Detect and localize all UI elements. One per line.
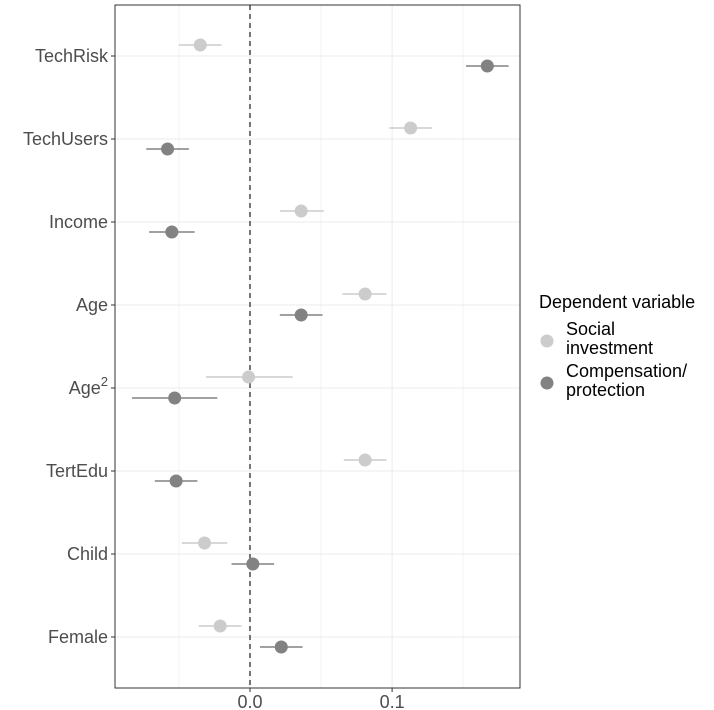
y-tick-label: Female xyxy=(48,627,108,647)
estimate-point xyxy=(168,391,182,405)
estimate-point xyxy=(294,204,308,218)
legend-label: Social investment xyxy=(566,319,653,358)
estimate-point xyxy=(480,59,494,73)
estimate-point xyxy=(246,557,260,571)
estimate-point xyxy=(358,287,372,301)
x-tick-label: 0.1 xyxy=(380,692,405,710)
estimate-point xyxy=(161,142,175,156)
estimate-point xyxy=(404,121,418,135)
y-tick-label: TechRisk xyxy=(35,46,109,66)
y-tick-label: Age xyxy=(76,295,108,315)
estimate-point xyxy=(198,536,212,550)
estimate-point xyxy=(358,453,372,467)
y-tick-label: TechUsers xyxy=(23,129,108,149)
estimate-point xyxy=(274,640,288,654)
y-tick-label: Age2 xyxy=(69,374,108,398)
legend-key xyxy=(540,376,554,390)
y-tick-label: Child xyxy=(67,544,108,564)
estimate-point xyxy=(242,370,256,384)
marks-layer xyxy=(132,38,509,654)
x-tick-label: 0.0 xyxy=(237,692,262,710)
legend-title: Dependent variable xyxy=(539,292,695,312)
estimate-point xyxy=(294,308,308,322)
y-tick-label: Income xyxy=(49,212,108,232)
estimate-point xyxy=(165,225,179,239)
estimate-point xyxy=(193,38,207,52)
legend: Dependent variable Social investmentCompen… xyxy=(539,292,695,400)
panel-border xyxy=(114,4,521,689)
legend-key xyxy=(540,334,554,348)
legend-label: Compensation/protection xyxy=(566,361,687,400)
estimate-point xyxy=(169,474,183,488)
axis-layer: TechRisk TechUsers Income Age Age2 TertEdu Chi… xyxy=(23,46,405,710)
y-tick-label: TertEdu xyxy=(46,461,108,481)
estimate-point xyxy=(213,619,227,633)
grid-layer xyxy=(115,5,520,688)
